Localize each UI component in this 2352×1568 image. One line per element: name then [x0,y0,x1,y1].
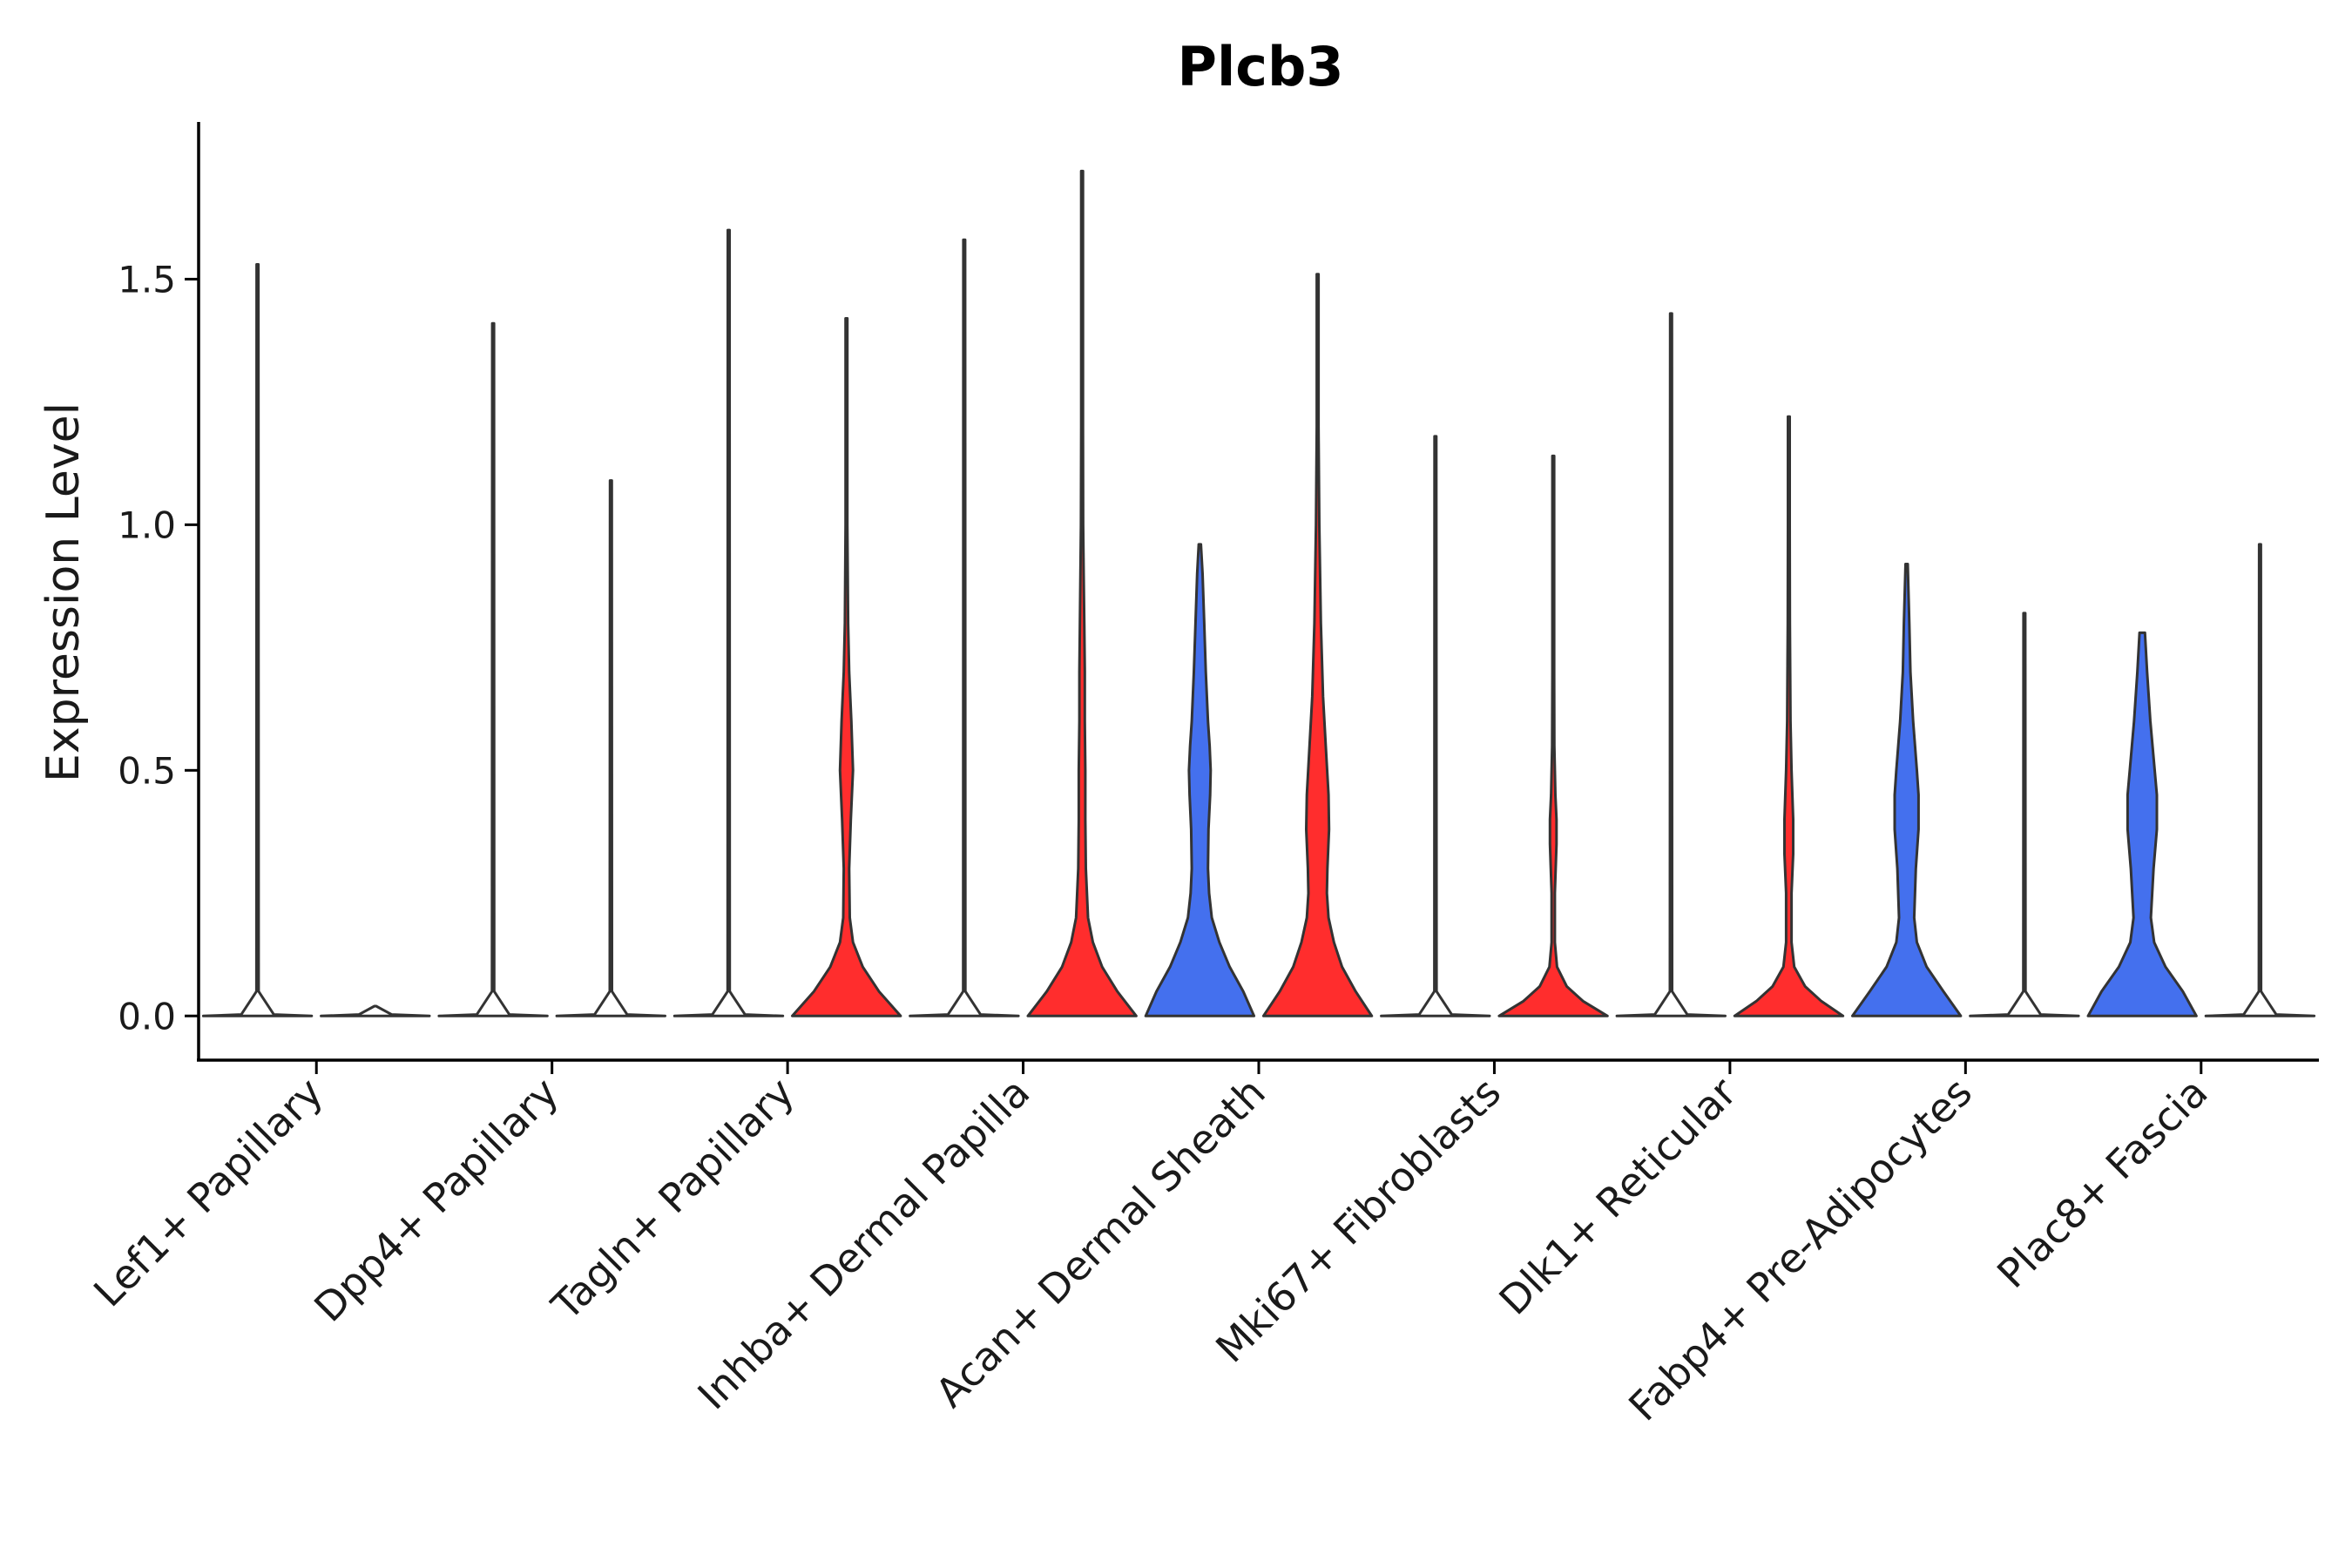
violin-left-5 [1380,435,1491,1017]
violin-left-1 [437,321,549,1017]
violin-left-7 [1851,563,1963,1017]
violin-left-3 [909,238,1020,1017]
violin-left-0 [201,263,314,1017]
category-label: Dlk1+ Reticular [1490,1069,1745,1324]
category-label: Lef1+ Papillary [84,1069,332,1316]
y-tick-label: 0.0 [118,995,176,1037]
violin-right-5 [1497,454,1609,1017]
y-axis-label: Expression Level [37,402,90,782]
y-tick-label: 1.0 [118,504,176,546]
y-tick-label: 0.5 [118,749,176,792]
category-label: Dpp4+ Papillary [305,1069,567,1331]
chart-title: Plcb3 [1178,35,1344,98]
violin-left-6 [1615,312,1727,1017]
violin-right-6 [1733,415,1845,1017]
violin-right-7 [1969,612,2080,1017]
category-label: Tagln+ Papillary [542,1069,803,1330]
y-ticks-layer: 0.0 0.5 1.0 1.5 [118,258,199,1037]
violin-right-0 [320,1004,431,1017]
violin-left-4 [1144,543,1256,1017]
violin-right-2 [791,317,902,1017]
violin-right-8 [2204,543,2316,1017]
violin-left-8 [2086,631,2198,1017]
y-tick-label: 1.5 [118,258,176,301]
violins-layer [201,169,2316,1017]
violin-right-4 [1261,273,1374,1017]
violin-right-3 [1026,169,1138,1017]
violin-left-2 [672,228,785,1017]
violin-right-1 [555,479,666,1017]
category-label: Plac8+ Fascia [1988,1069,2216,1297]
